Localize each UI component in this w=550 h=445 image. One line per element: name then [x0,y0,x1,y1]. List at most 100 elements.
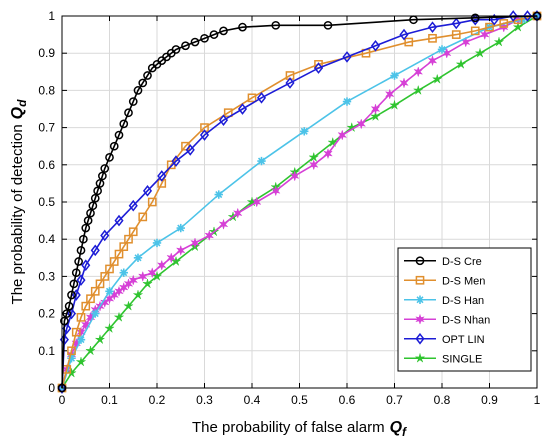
data-point-opt-lin [90,244,100,257]
data-point-opt-lin [313,62,324,74]
y-tick-label: 0.9 [38,46,55,60]
data-point-opt-lin [427,21,438,33]
data-point-d-s-nhan [137,270,148,283]
data-point-d-s-men [124,234,133,244]
data-point-opt-lin [399,28,409,41]
data-point-d-s-nhan [251,196,262,208]
series-line-d-s-men [61,15,538,389]
y-tick-label: 0.2 [38,307,55,321]
data-point-opt-lin [142,185,153,197]
data-point-d-s-cre [76,246,86,255]
data-point-d-s-cre [119,119,129,129]
data-point-single [389,99,400,110]
y-tick-label: 0.5 [38,195,55,209]
data-point-single [455,58,467,70]
legend-entry-single: SINGLE [404,352,482,365]
data-point-d-s-cre [171,45,181,54]
data-point-single [327,136,339,148]
data-point-d-s-men [105,264,114,274]
data-point-d-s-men [247,93,257,103]
data-point-d-s-han [300,127,309,136]
data-point-d-s-han [133,253,143,262]
data-point-d-s-cre [79,234,88,244]
data-point-d-s-men [86,294,95,304]
data-point-d-s-han [152,238,162,248]
series-opt-lin [57,10,542,394]
data-point-d-s-han [76,335,86,344]
data-point-single [493,36,505,47]
data-point-opt-lin [489,13,499,26]
data-point-d-s-cre [67,290,76,300]
data-point-d-s-cre [470,13,480,23]
data-point-d-s-cre [71,268,81,278]
legend-label: SINGLE [442,353,482,365]
data-point-d-s-nhan [384,88,395,100]
data-point-single [370,110,381,122]
data-point-d-s-men [67,346,76,356]
legend-marker [415,275,425,285]
data-point-d-s-han [342,97,352,106]
data-point-d-s-men [485,22,494,32]
data-point-d-s-nhan [147,267,158,279]
legend-entry-d-s-men: D-S Men [404,275,485,287]
data-point-opt-lin [76,274,86,286]
data-point-opt-lin [199,129,210,141]
x-tick-label: 0.4 [244,393,261,407]
data-point-d-s-cre [86,208,95,218]
data-point-d-s-nhan [166,252,177,264]
data-point-d-s-cre [190,37,200,47]
data-point-d-s-men [76,312,86,322]
data-point-d-s-han [214,190,223,199]
legend-marker [414,352,426,363]
data-point-d-s-han [119,268,128,277]
legend-entry-d-s-nhan: D-S Nhan [404,313,490,326]
data-point-opt-lin [508,10,518,22]
data-point-d-s-nhan [370,103,381,115]
data-point-d-s-nhan [204,229,215,242]
data-point-opt-lin [185,144,195,156]
data-point-opt-lin [171,155,181,167]
data-point-d-s-cre [100,164,110,173]
data-point-d-s-men [223,108,233,118]
data-point-d-s-cre [271,20,281,30]
x-tick-label: 0.8 [434,393,451,407]
axis-ticks: 0 0.1 0.2 0.3 0.4 0.5 0.6 0.7 0.8 0.9 1 0 0.1 0.2 0.3 0… [38,9,540,407]
data-point-single [474,47,486,58]
data-point-single [85,345,96,356]
y-tick-label: 0 [48,381,55,395]
legend-label: D-S Nhan [442,314,490,326]
data-point-d-s-cre [128,97,138,106]
y-axis-symbol: Q [9,106,26,119]
y-tick-label: 0.7 [38,121,55,135]
data-point-d-s-cre [200,33,209,43]
legend-entry-d-s-han: D-S Han [404,295,484,307]
data-point-d-s-nhan [232,207,243,219]
y-tick-label: 0.4 [38,232,55,246]
data-point-opt-lin [128,199,138,212]
legend: D-S Cre D-S Men D-S Han D-S Nhan OPT LIN SING… [397,247,532,372]
data-point-d-s-men [451,30,461,39]
x-axis-label-text: The probability of false alarm [192,419,385,436]
data-point-d-s-nhan [156,259,167,271]
data-point-single [431,73,443,84]
data-point-d-s-cre [69,279,79,289]
x-tick-label: 0.7 [386,393,403,407]
data-point-d-s-cre [95,179,105,188]
data-point-d-s-han [518,15,527,24]
data-point-d-s-cre [323,20,333,30]
data-point-opt-lin [370,39,381,52]
x-axis-label: The probability of false alarm Qf [192,419,407,439]
data-point-opt-lin [71,289,81,301]
data-point-d-s-cre [143,71,152,80]
x-tick-label: 0.5 [291,393,308,407]
legend-marker [415,313,425,325]
data-point-d-s-cre [90,193,100,203]
data-point-opt-lin [285,77,295,89]
x-tick-label: 0.9 [481,393,498,407]
data-point-single [412,84,424,96]
data-point-single [66,367,77,378]
x-axis-subscript: f [402,425,407,439]
data-point-single [308,151,320,163]
series-line-opt-lin [61,15,537,389]
